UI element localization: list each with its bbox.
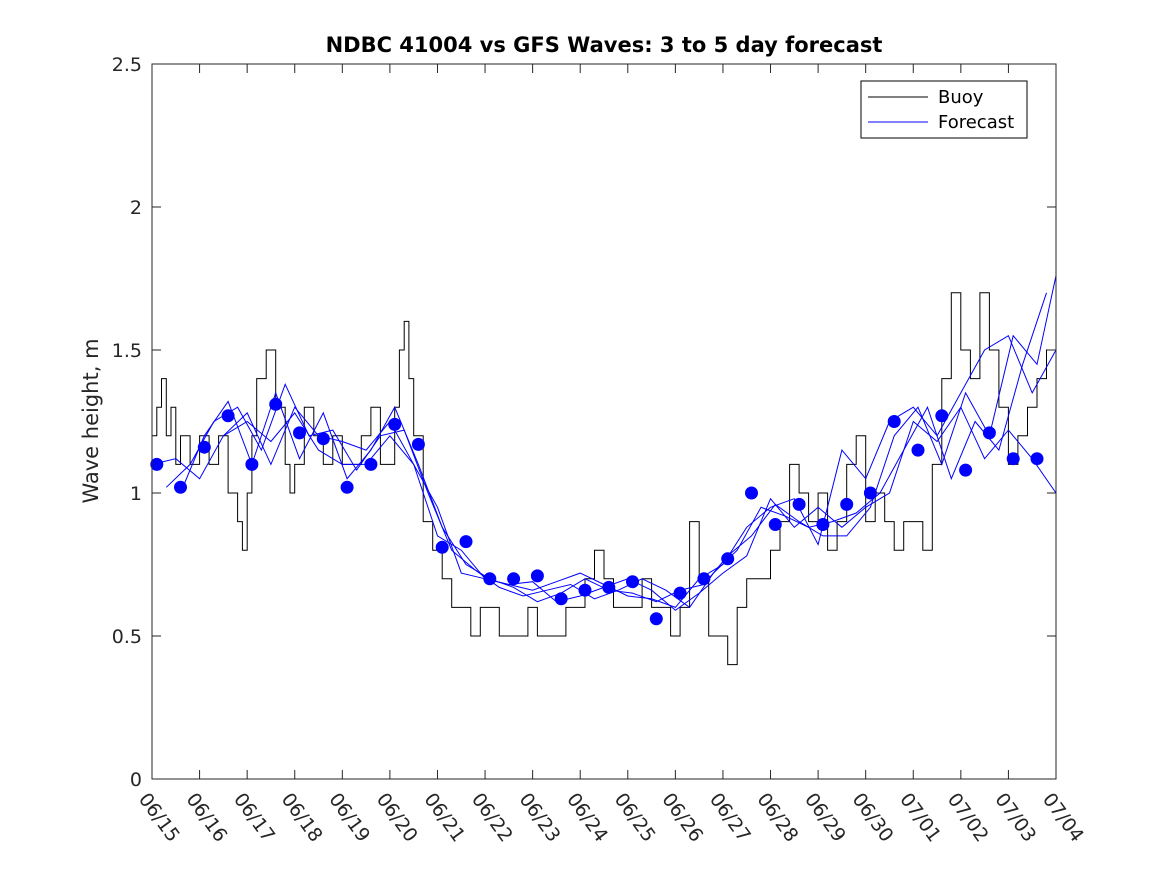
- forecast-marker: [388, 417, 402, 431]
- y-tick-label: 0: [130, 769, 142, 791]
- forecast-marker: [935, 409, 949, 423]
- chart-title: NDBC 41004 vs GFS Waves: 3 to 5 day fore…: [326, 33, 883, 57]
- forecast-marker: [150, 457, 164, 471]
- forecast-marker: [768, 518, 782, 531]
- series-buoy-line: [152, 292, 1057, 666]
- forecast-marker: [316, 432, 330, 446]
- forecast-marker: [554, 592, 568, 606]
- forecast-marker: [649, 612, 663, 626]
- forecast-marker: [578, 583, 592, 597]
- y-axis-label: Wave height, m: [79, 338, 103, 503]
- y-tick-label: 2: [130, 197, 142, 219]
- forecast-marker: [507, 572, 521, 586]
- y-tick-label: 1: [130, 483, 142, 505]
- forecast-marker: [483, 572, 497, 586]
- forecast-marker: [1030, 452, 1044, 466]
- forecast-marker: [911, 443, 925, 457]
- forecast-marker: [626, 575, 639, 589]
- y-tick-label: 0.5: [112, 626, 142, 648]
- forecast-marker: [197, 440, 211, 454]
- forecast-marker: [982, 426, 996, 440]
- legend-forecast-label: Forecast: [938, 112, 1014, 133]
- series-forecast-line-2: [165, 292, 1047, 609]
- forecast-marker: [816, 518, 830, 531]
- legend: Buoy Forecast: [860, 80, 1028, 139]
- forecast-marker: [792, 497, 806, 511]
- axes-box: [151, 63, 1057, 780]
- forecast-marker: [364, 457, 378, 471]
- forecast-marker: [435, 540, 449, 554]
- forecast-marker: [269, 397, 283, 411]
- forecast-marker: [863, 486, 877, 500]
- series-forecast-line-3: [180, 275, 1057, 603]
- forecast-marker: [459, 535, 473, 549]
- forecast-marker: [602, 580, 616, 594]
- forecast-marker: [293, 426, 306, 440]
- forecast-marker: [530, 569, 544, 583]
- forecast-marker: [673, 586, 687, 600]
- forecast-marker: [721, 552, 735, 566]
- forecast-marker: [1006, 452, 1020, 466]
- forecast-marker: [174, 480, 187, 494]
- forecast-marker: [840, 497, 854, 511]
- plot-area: [150, 275, 1057, 666]
- forecast-marker: [959, 463, 973, 477]
- forecast-marker: [411, 437, 425, 451]
- legend-box: [860, 80, 1028, 139]
- forecast-marker: [221, 409, 235, 423]
- legend-buoy-label: Buoy: [938, 87, 984, 108]
- series-forecast-line-4: [223, 334, 1057, 608]
- forecast-marker: [340, 480, 354, 494]
- forecast-marker: [245, 457, 259, 471]
- y-tick-label: 1.5: [112, 340, 142, 362]
- forecast-marker: [745, 486, 758, 500]
- y-tick-label: 2.5: [112, 54, 142, 76]
- forecast-marker: [697, 572, 711, 586]
- forecast-marker: [887, 415, 901, 428]
